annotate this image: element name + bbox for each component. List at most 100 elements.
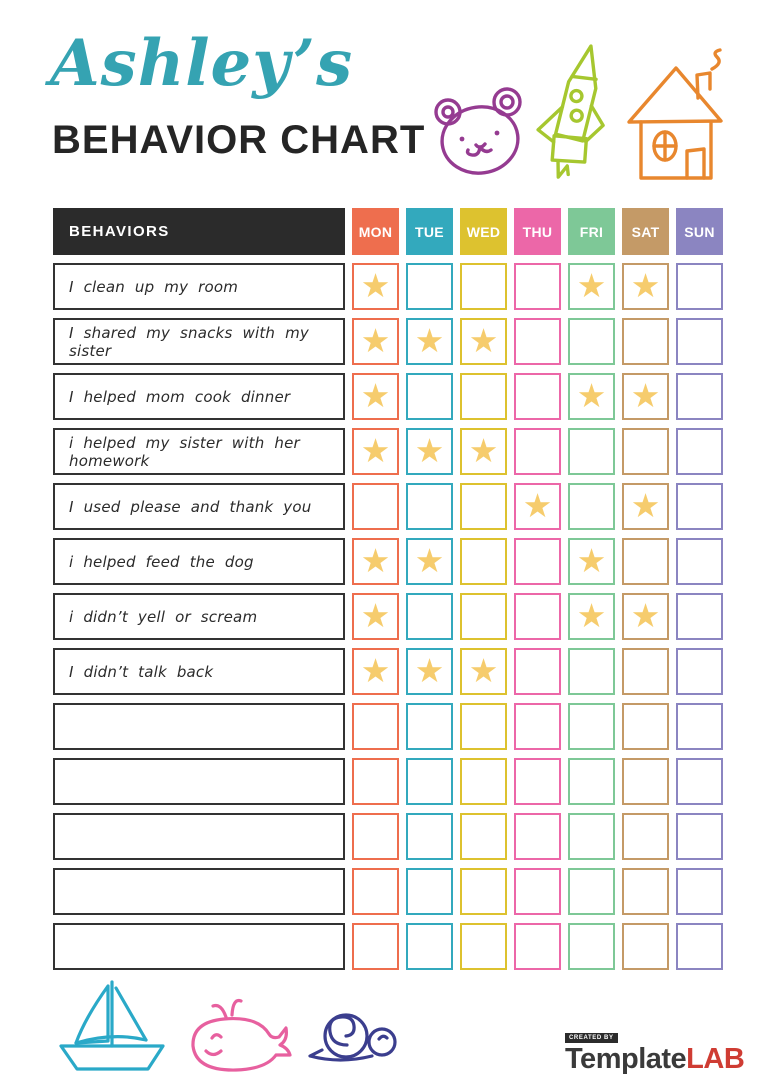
day-cell-fri [568, 868, 615, 915]
day-cell-sun [676, 483, 723, 530]
star-icon: ★ [630, 486, 661, 525]
day-cell-sun [676, 428, 723, 475]
brand-wordmark: TemplateLAB [565, 1045, 745, 1074]
day-cell-tue [406, 483, 453, 530]
table-row: i helped feed the dog ★ ★ ★ [53, 538, 723, 585]
day-cell-mon: ★ [352, 648, 399, 695]
day-cell-tue [406, 758, 453, 805]
day-cell-tue: ★ [406, 538, 453, 585]
day-cell-thu [514, 263, 561, 310]
day-cell-tue [406, 593, 453, 640]
day-cell-fri: ★ [568, 593, 615, 640]
star-icon: ★ [414, 541, 445, 580]
day-cell-mon [352, 483, 399, 530]
star-icon: ★ [414, 321, 445, 360]
day-cell-wed [460, 703, 507, 750]
snail-icon [306, 1000, 404, 1064]
table-row: I helped mom cook dinner ★ ★ ★ [53, 373, 723, 420]
day-cell-tue [406, 813, 453, 860]
table-row: I didn’t talk back ★ ★ ★ [53, 648, 723, 695]
day-cell-fri [568, 428, 615, 475]
day-cell-sat: ★ [622, 263, 669, 310]
star-icon: ★ [360, 541, 391, 580]
star-icon: ★ [576, 266, 607, 305]
day-cell-sun [676, 593, 723, 640]
table-row [53, 703, 723, 750]
table-row: I used please and thank you ★ ★ [53, 483, 723, 530]
page-title: BEHAVIOR CHART [52, 118, 426, 162]
day-cell-fri [568, 648, 615, 695]
table-row [53, 868, 723, 915]
day-cell-wed: ★ [460, 318, 507, 365]
day-cell-sat [622, 758, 669, 805]
table-row [53, 923, 723, 970]
day-cell-sun [676, 868, 723, 915]
day-cell-wed [460, 923, 507, 970]
day-cell-sat [622, 538, 669, 585]
table-row: i didn’t yell or scream ★ ★ ★ [53, 593, 723, 640]
house-icon [620, 48, 728, 184]
star-icon: ★ [630, 266, 661, 305]
star-icon: ★ [360, 266, 391, 305]
star-icon: ★ [360, 431, 391, 470]
day-header-sat: SAT [622, 208, 669, 255]
day-cell-sun [676, 373, 723, 420]
day-cell-sun [676, 813, 723, 860]
day-cell-mon: ★ [352, 428, 399, 475]
day-cell-sun [676, 648, 723, 695]
day-header-sun: SUN [676, 208, 723, 255]
day-cell-thu [514, 923, 561, 970]
day-cell-thu [514, 868, 561, 915]
day-cell-wed: ★ [460, 648, 507, 695]
day-cell-tue [406, 923, 453, 970]
bear-icon [430, 86, 533, 178]
behavior-label-cell [53, 758, 345, 805]
star-icon: ★ [576, 541, 607, 580]
day-cell-sun [676, 703, 723, 750]
day-cell-tue: ★ [406, 318, 453, 365]
day-cell-sun [676, 538, 723, 585]
day-cell-wed [460, 538, 507, 585]
star-icon: ★ [360, 596, 391, 635]
day-cell-sat [622, 868, 669, 915]
rocket-icon [528, 40, 620, 188]
day-cell-thu [514, 648, 561, 695]
day-cell-wed [460, 593, 507, 640]
star-icon: ★ [414, 651, 445, 690]
star-icon: ★ [360, 651, 391, 690]
created-by-badge: CREATED BY [565, 1033, 618, 1043]
behavior-label-cell: i helped feed the dog [53, 538, 345, 585]
table-row: I clean up my room ★ ★ ★ [53, 263, 723, 310]
star-icon: ★ [630, 596, 661, 635]
day-cell-sun [676, 758, 723, 805]
behavior-label-cell: I shared my snacks with my sister [53, 318, 345, 365]
day-cell-wed: ★ [460, 428, 507, 475]
day-cell-thu [514, 593, 561, 640]
day-cell-sat [622, 813, 669, 860]
day-cell-tue: ★ [406, 648, 453, 695]
table-row: i helped my sister with her homework ★ ★ ★ [53, 428, 723, 475]
day-cell-fri [568, 813, 615, 860]
star-icon: ★ [468, 321, 499, 360]
day-cell-mon: ★ [352, 538, 399, 585]
day-cell-fri: ★ [568, 263, 615, 310]
star-icon: ★ [576, 596, 607, 635]
day-cell-sun [676, 263, 723, 310]
day-cell-mon: ★ [352, 373, 399, 420]
behavior-chart-table: BEHAVIORS MON TUE WED THU FRI SAT SUN I clean … [53, 208, 723, 970]
day-cell-mon [352, 813, 399, 860]
day-cell-tue [406, 263, 453, 310]
day-cell-mon: ★ [352, 593, 399, 640]
day-cell-fri: ★ [568, 373, 615, 420]
day-cell-fri [568, 923, 615, 970]
day-cell-thu [514, 703, 561, 750]
day-cell-thu [514, 538, 561, 585]
day-cell-thu [514, 318, 561, 365]
day-header-thu: THU [514, 208, 561, 255]
day-header-mon: MON [352, 208, 399, 255]
star-icon: ★ [468, 431, 499, 470]
day-cell-thu: ★ [514, 483, 561, 530]
star-icon: ★ [360, 376, 391, 415]
star-icon: ★ [630, 376, 661, 415]
day-cell-mon: ★ [352, 263, 399, 310]
